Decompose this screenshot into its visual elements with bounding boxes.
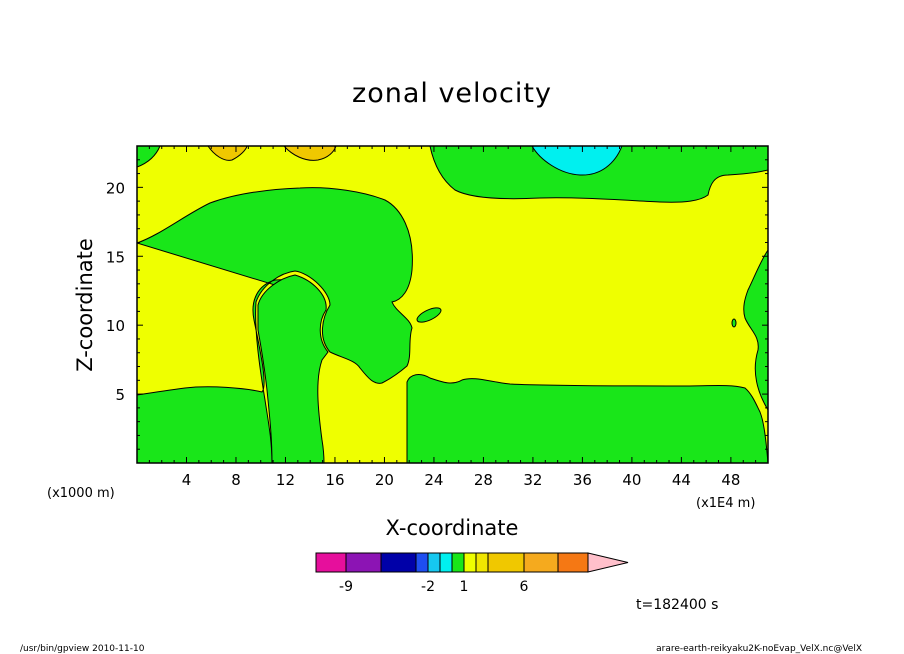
colorbar-box-5 <box>439 552 453 573</box>
colorbar-box-10 <box>523 552 559 573</box>
colorbar-box-0 <box>315 552 347 573</box>
y-tick-label-3: 20 <box>106 179 125 197</box>
contour-region-negative-4 <box>406 374 768 463</box>
x-tick-label-6: 28 <box>474 471 493 489</box>
x-tick-label-4: 20 <box>375 471 394 489</box>
x-axis-title: X-coordinate <box>386 516 519 540</box>
colorbar-box-1 <box>345 552 382 573</box>
y-tick-label-2: 15 <box>106 248 125 266</box>
x-tick-label-8: 36 <box>573 471 592 489</box>
x-tick-label-5: 24 <box>424 471 443 489</box>
x-unit-note: (x1000 m) <box>47 486 115 501</box>
colorbar-box-9 <box>487 552 525 573</box>
footer-left: /usr/bin/gpview 2010-11-10 <box>20 644 145 654</box>
y-tick-label-0: 5 <box>115 386 125 404</box>
chart-title: zonal velocity <box>352 78 552 109</box>
colorbar-box-2 <box>380 552 417 573</box>
contour-region-negative-5 <box>743 249 768 411</box>
colorbar: -9 -2 1 6 <box>315 552 629 595</box>
colorbar-label-0: -9 <box>339 579 353 595</box>
colorbar-box-7 <box>463 552 477 573</box>
contour-region-cyan <box>531 146 623 176</box>
x-tick-label-11: 48 <box>721 471 740 489</box>
colorbar-label-2: 1 <box>460 579 469 595</box>
contour-region-orange-2 <box>283 146 337 161</box>
y-axis-title: Z-coordinate <box>73 238 97 372</box>
colorbar-label-1: -2 <box>421 579 435 595</box>
time-label: t=182400 s <box>636 597 718 613</box>
y-axis: 5 10 15 20 <box>106 159 768 450</box>
x-tick-label-2: 12 <box>276 471 295 489</box>
plot-frame <box>136 145 769 464</box>
colorbar-box-6 <box>451 552 465 573</box>
x-tick-label-3: 16 <box>325 471 344 489</box>
contour-region-orange <box>207 146 248 161</box>
colorbar-arrow <box>587 552 629 573</box>
x-tick-label-1: 8 <box>231 471 241 489</box>
x-tick-label-0: 4 <box>182 471 192 489</box>
contour-island <box>416 307 442 323</box>
footer-right: arare-earth-reikyaku2K-noEvap_VelX.nc@Ve… <box>656 644 862 654</box>
x-tick-label-7: 32 <box>523 471 542 489</box>
colorbar-box-4 <box>427 552 441 573</box>
contour-region-negative-6 <box>429 146 768 203</box>
x-tick-label-9: 40 <box>622 471 641 489</box>
colorbar-box-11 <box>557 552 589 573</box>
colorbar-box-8 <box>475 552 489 573</box>
x-axis: 4 8 12 16 20 24 28 32 36 40 44 48 <box>148 146 757 489</box>
z-unit-note: (x1E4 m) <box>696 496 755 511</box>
x-tick-label-10: 44 <box>672 471 691 489</box>
contour-region-negative-3 <box>257 274 329 463</box>
y-tick-label-1: 10 <box>106 317 125 335</box>
plot-field <box>137 146 768 463</box>
colorbar-label-3: 6 <box>520 579 529 595</box>
contour-region-negative <box>137 187 413 463</box>
colorbar-box-3 <box>415 552 429 573</box>
contour-island-2 <box>731 318 737 328</box>
